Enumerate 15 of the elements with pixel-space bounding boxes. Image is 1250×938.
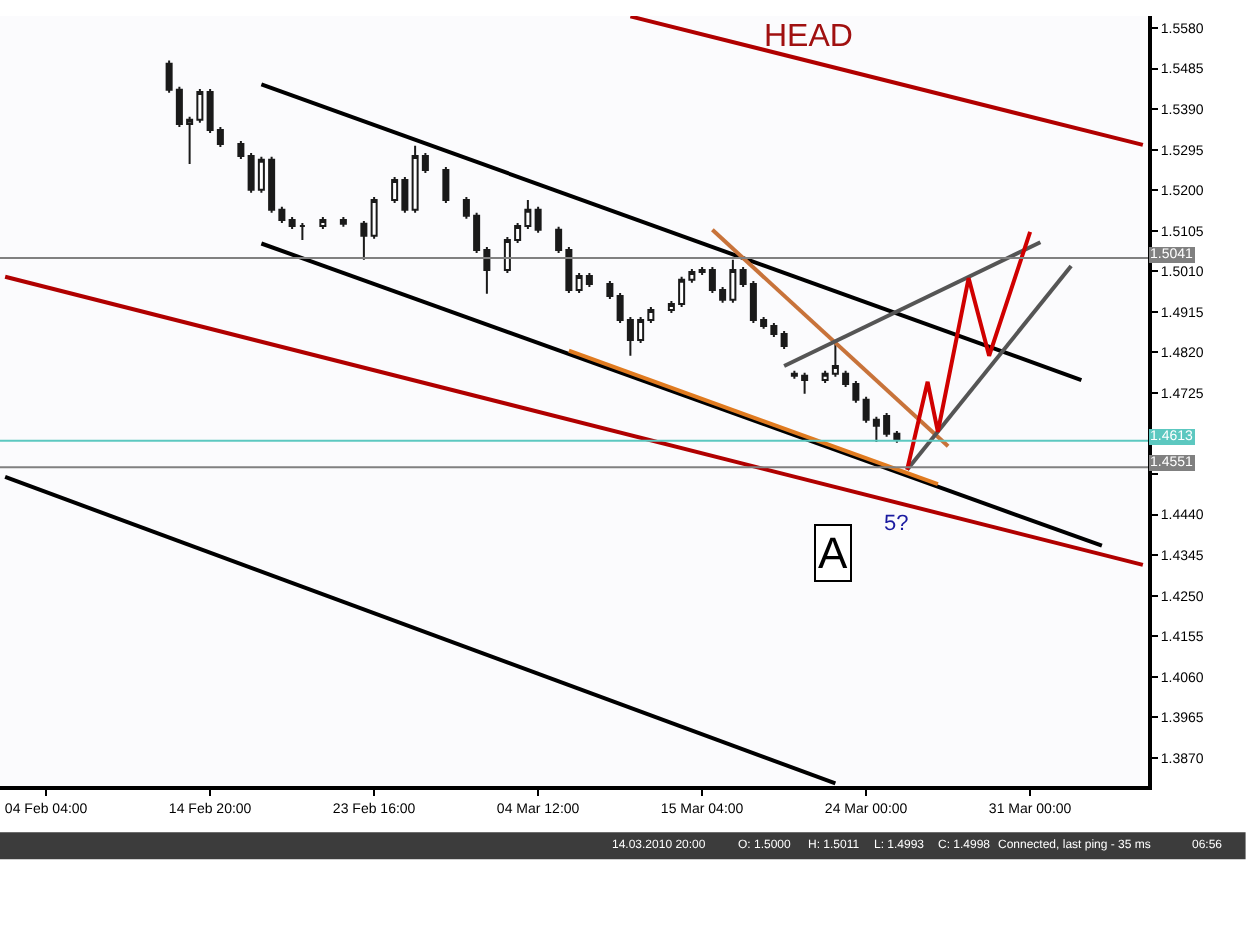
candlestick [319, 216, 327, 230]
candlestick [534, 205, 542, 234]
annotation: 5? [884, 512, 909, 536]
candlestick [298, 222, 306, 242]
candlestick [780, 330, 788, 350]
candlestick [606, 280, 614, 300]
annotation: A [818, 528, 848, 578]
candlestick [442, 166, 450, 204]
candlestick [339, 216, 347, 228]
candlestick [288, 216, 296, 230]
candlestick [370, 195, 378, 240]
annotation: HEAD [764, 20, 853, 54]
line-series [905, 229, 1033, 472]
candlestick [237, 140, 245, 160]
candlestick [360, 219, 368, 261]
